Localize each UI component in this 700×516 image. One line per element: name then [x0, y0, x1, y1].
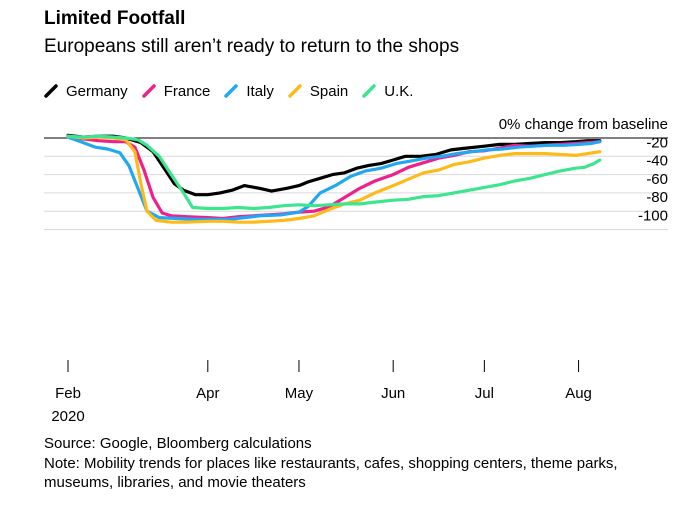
- legend-item-germany: Germany: [44, 83, 128, 100]
- legend-item-uk: U.K.: [362, 83, 413, 100]
- methodology-note: Note: Mobility trends for places like re…: [44, 455, 618, 491]
- y-tick-label: -60: [646, 171, 668, 188]
- x-tick-sublabel: 2020: [51, 408, 84, 425]
- legend-swatch-france: [141, 84, 156, 98]
- legend-swatch-spain: [288, 84, 302, 98]
- chart-subtitle: Europeans still aren’t ready to return t…: [44, 36, 460, 57]
- legend-mark-line: [141, 84, 156, 98]
- y-tick-label: 0% change from baseline: [499, 116, 668, 133]
- legend-mark: [288, 84, 302, 98]
- legend-mark-line: [44, 84, 58, 98]
- series-line-france: [66, 134, 602, 221]
- series-line-italy: [66, 135, 602, 221]
- legend-label-spain: Spain: [309, 82, 349, 100]
- legend-label-italy: Italy: [246, 82, 274, 100]
- legend-item-italy: Italy: [224, 83, 274, 100]
- legend-label-uk: U.K.: [384, 82, 414, 100]
- series-line-spain: [66, 134, 602, 224]
- x-tick-label: Aug: [565, 385, 592, 402]
- legend-item-france: France: [141, 82, 211, 100]
- legend-mark: [141, 84, 156, 98]
- legend-mark: [44, 84, 58, 98]
- legend-mark-line: [224, 84, 239, 98]
- legend-mark-line: [288, 84, 302, 98]
- x-tick-label: Feb: [55, 385, 81, 402]
- legend-mark-line: [362, 84, 377, 98]
- legend-label-france: France: [163, 82, 211, 100]
- y-tick-label: -40: [646, 153, 668, 170]
- x-tick-label: May: [285, 385, 314, 402]
- line-chart: 0% change from baseline-20 -40-60-80 -100 F…: [44, 116, 668, 425]
- legend-item-spain: Spain: [288, 83, 348, 100]
- y-tick-label: -20: [646, 134, 668, 151]
- legend-swatch-uk: [362, 84, 377, 98]
- legend-mark: [362, 84, 377, 98]
- y-tick-label: -80: [646, 189, 668, 206]
- legend-swatch-germany: [44, 84, 58, 98]
- x-tick-label: Apr: [196, 385, 219, 402]
- y-tick-label: -100: [638, 208, 668, 225]
- series-line-germany: [66, 133, 602, 197]
- legend-swatch-italy: [224, 84, 239, 98]
- source-note: Source: Google, Bloomberg calculations: [44, 435, 312, 452]
- legend-mark: [224, 84, 239, 98]
- legend-label-germany: Germany: [66, 82, 128, 100]
- chart-title: Limited Footfall: [44, 8, 186, 29]
- series-line-uk: [66, 134, 602, 211]
- x-tick-label: Jul: [475, 385, 494, 402]
- legend: Germany France Italy Spain U.K.: [44, 80, 427, 102]
- x-tick-label: Jun: [381, 385, 405, 402]
